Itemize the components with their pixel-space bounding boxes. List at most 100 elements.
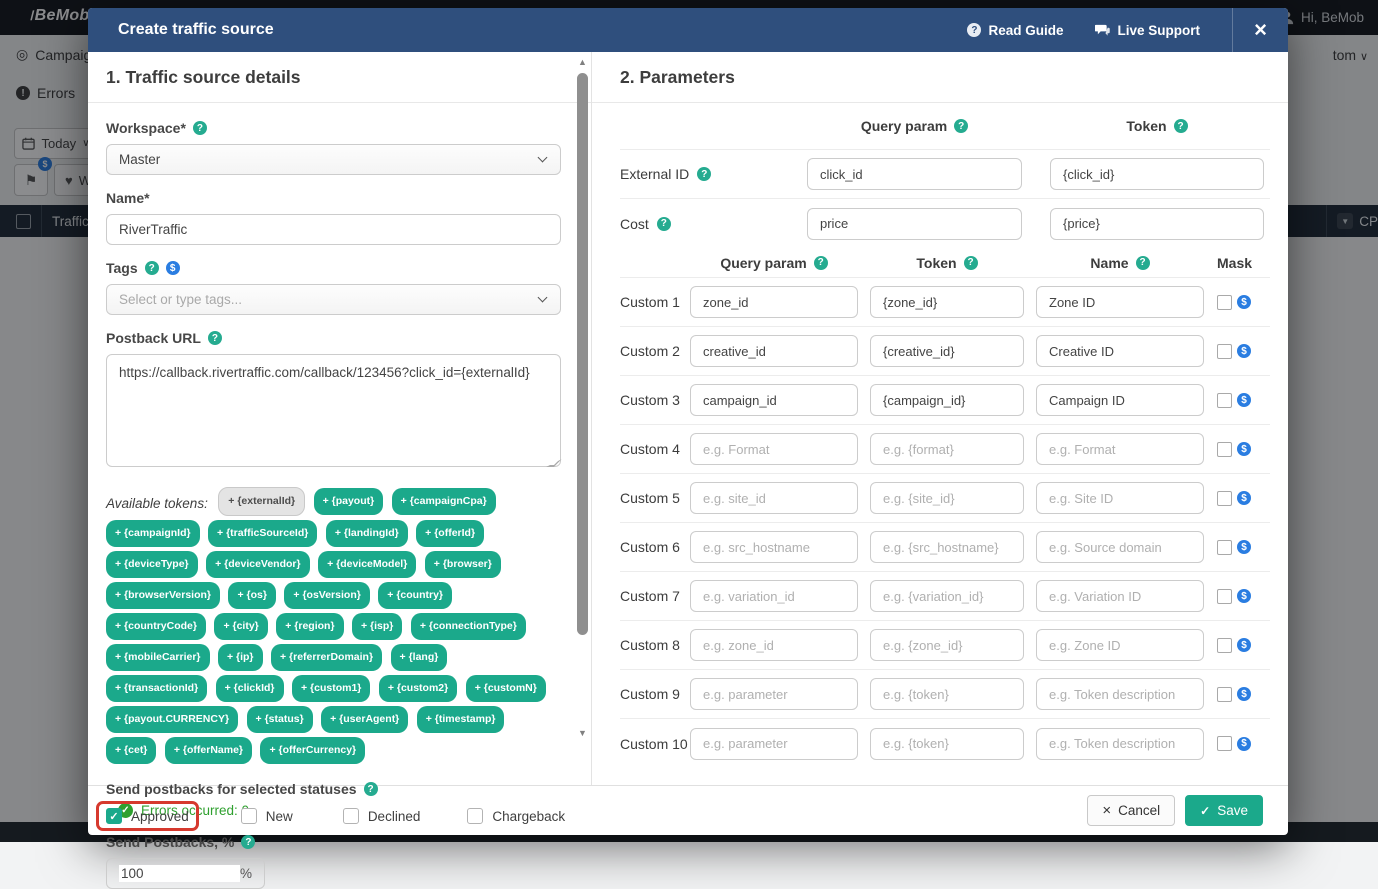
token-pill[interactable]: + {country}	[378, 582, 453, 609]
external-id-query-input[interactable]	[807, 158, 1022, 190]
custom-query-input[interactable]	[690, 433, 858, 465]
dollar-info-icon[interactable]: $	[1237, 295, 1251, 309]
custom-name-input[interactable]	[1036, 335, 1204, 367]
scrollbar-thumb[interactable]	[577, 73, 588, 635]
live-support-link[interactable]: Live Support	[1095, 23, 1200, 38]
help-icon[interactable]: ?	[192, 121, 207, 135]
custom-query-input[interactable]	[690, 335, 858, 367]
status-checkbox-item[interactable]: Declined	[342, 808, 420, 824]
token-pill[interactable]: + {browserVersion}	[106, 582, 221, 609]
custom-token-input[interactable]	[870, 727, 1024, 760]
token-pill[interactable]: + {isp}	[351, 613, 403, 640]
help-icon[interactable]: ?	[241, 835, 256, 849]
checkbox-icon[interactable]	[467, 808, 484, 824]
help-icon[interactable]: ?	[363, 782, 378, 796]
token-pill[interactable]: + {timestamp}	[416, 706, 505, 733]
custom-name-input[interactable]	[1036, 678, 1204, 710]
save-button[interactable]: ✓ Save	[1185, 795, 1263, 826]
dollar-info-icon[interactable]: $	[1237, 589, 1251, 603]
tags-select[interactable]: Select or type tags...	[106, 284, 561, 315]
custom-query-input[interactable]	[690, 286, 858, 318]
custom-query-input[interactable]	[690, 580, 858, 612]
custom-name-input[interactable]	[1036, 580, 1204, 612]
custom-token-input[interactable]	[870, 482, 1024, 514]
column-cp[interactable]: CP	[1359, 213, 1378, 229]
token-pill[interactable]: + {campaignId}	[106, 520, 200, 547]
custom-query-input[interactable]	[690, 629, 858, 661]
help-icon[interactable]: ?	[144, 261, 159, 275]
custom-name-input[interactable]	[1036, 531, 1204, 563]
custom-name-input[interactable]	[1036, 629, 1204, 661]
dollar-info-icon[interactable]: $	[1237, 687, 1251, 701]
custom-name-input[interactable]	[1036, 286, 1204, 318]
token-pill[interactable]: + {cet}	[106, 737, 157, 764]
custom-name-input[interactable]	[1036, 384, 1204, 416]
cost-query-input[interactable]	[807, 207, 1022, 240]
checkbox-icon[interactable]: ✓	[106, 808, 122, 824]
token-pill[interactable]: + {userAgent}	[321, 706, 409, 733]
token-pill[interactable]: + {deviceType}	[106, 551, 198, 578]
token-pill[interactable]: + {trafficSourceId}	[208, 520, 318, 547]
custom-token-input[interactable]	[870, 335, 1024, 367]
scroll-down-icon[interactable]: ▼	[578, 728, 587, 738]
help-icon[interactable]: ?	[697, 167, 712, 181]
token-pill[interactable]: + {clickId}	[215, 675, 284, 702]
status-checkbox-item[interactable]: Chargeback	[467, 808, 565, 824]
custom-token-input[interactable]	[870, 580, 1024, 612]
custom-query-input[interactable]	[690, 482, 858, 514]
token-pill[interactable]: + {customN}	[465, 675, 546, 702]
select-all-checkbox[interactable]	[16, 213, 31, 229]
token-pill[interactable]: + {countryCode}	[106, 613, 206, 640]
dollar-info-icon[interactable]: $	[1237, 491, 1251, 505]
mask-checkbox[interactable]	[1217, 343, 1232, 359]
custom-query-input[interactable]	[690, 678, 858, 710]
scroll-up-icon[interactable]: ▲	[578, 57, 587, 67]
token-pill[interactable]: + {payout.CURRENCY}	[106, 706, 239, 733]
token-pill[interactable]: + {referrerDomain}	[270, 644, 383, 671]
mask-checkbox[interactable]	[1217, 441, 1232, 457]
read-guide-link[interactable]: ? Read Guide	[967, 23, 1063, 38]
workspace-select[interactable]: Master	[106, 144, 561, 175]
external-id-token-input[interactable]	[1050, 158, 1264, 190]
token-pill[interactable]: + {status}	[246, 706, 313, 733]
custom-token-input[interactable]	[870, 629, 1024, 661]
custom-token-input[interactable]	[870, 531, 1024, 563]
custom-token-input[interactable]	[870, 433, 1024, 465]
token-pill[interactable]: + {connectionType}	[410, 613, 526, 640]
mask-checkbox[interactable]	[1217, 490, 1232, 506]
token-pill[interactable]: + {browser}	[424, 551, 501, 578]
help-icon[interactable]: ?	[1173, 119, 1188, 133]
token-pill[interactable]: + {offerCurrency}	[260, 737, 366, 764]
token-pill[interactable]: + {deviceModel}	[318, 551, 417, 578]
custom-token-input[interactable]	[870, 384, 1024, 416]
custom-name-input[interactable]	[1036, 433, 1204, 465]
mask-checkbox[interactable]	[1217, 539, 1232, 555]
checkbox-icon[interactable]	[240, 808, 257, 824]
help-icon[interactable]: ?	[954, 119, 969, 133]
help-icon[interactable]: ?	[207, 331, 222, 345]
token-pill[interactable]: + {region}	[276, 613, 344, 640]
filter-icon[interactable]: ▼	[1337, 213, 1354, 229]
token-pill[interactable]: + {lang}	[390, 644, 448, 671]
date-filter-button[interactable]: Today ∨	[14, 128, 98, 159]
token-pill[interactable]: + {landingId}	[325, 520, 408, 547]
close-icon[interactable]: ×	[1232, 8, 1288, 52]
token-pill[interactable]: + {deviceVendor}	[206, 551, 310, 578]
token-pill[interactable]: + {osVersion}	[284, 582, 370, 609]
mask-checkbox[interactable]	[1217, 392, 1232, 408]
token-pill[interactable]: + {custom2}	[378, 675, 458, 702]
cost-token-input[interactable]	[1050, 207, 1264, 240]
mask-checkbox[interactable]	[1217, 294, 1232, 310]
custom-query-input[interactable]	[690, 727, 858, 760]
mask-checkbox[interactable]	[1217, 588, 1232, 604]
custom-range-dropdown[interactable]: tom ∨	[1332, 47, 1368, 63]
token-pill[interactable]: + {offerName}	[164, 737, 253, 764]
token-pill[interactable]: + {mobileCarrier}	[106, 644, 210, 671]
postback-percent-input[interactable]	[119, 865, 240, 882]
help-icon[interactable]: ?	[813, 255, 828, 270]
dollar-info-icon[interactable]: $	[1237, 393, 1251, 407]
token-pill[interactable]: + {city}	[214, 613, 268, 640]
help-icon[interactable]: ?	[1135, 255, 1150, 270]
mask-checkbox[interactable]	[1217, 637, 1232, 653]
custom-token-input[interactable]	[870, 286, 1024, 318]
